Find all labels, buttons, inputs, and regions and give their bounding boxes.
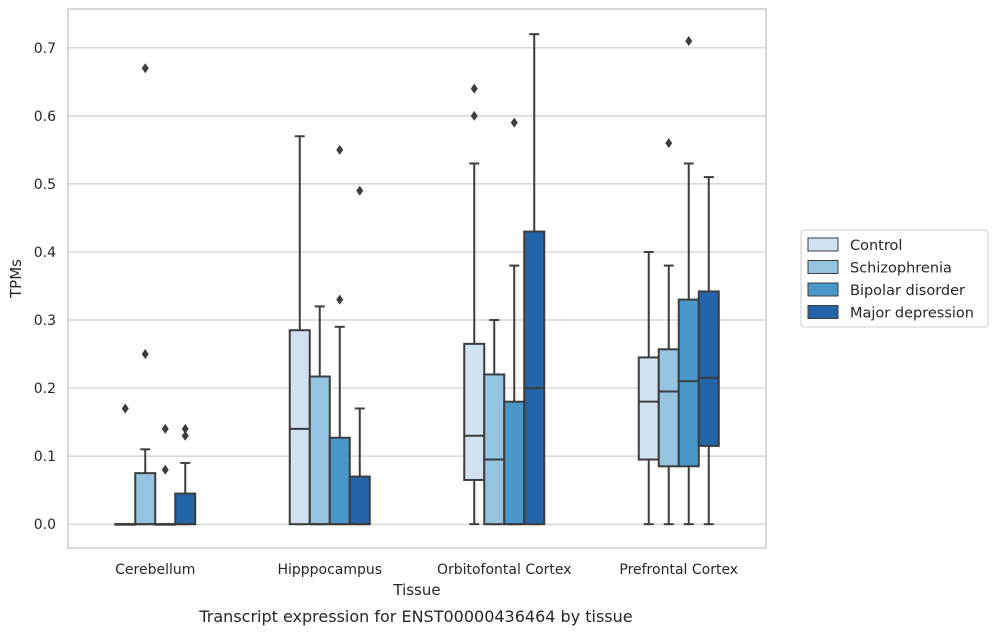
x-tick-label: Cerebellum: [115, 562, 195, 578]
series-schizophrenia: [134, 63, 680, 526]
box-iqr: [697, 290, 720, 447]
box-element: [288, 135, 311, 526]
box-iqr: [134, 472, 157, 526]
outlier-point: [336, 294, 344, 305]
box-iqr: [288, 329, 311, 526]
y-tick-label: 0.1: [34, 449, 56, 465]
box-iqr: [523, 230, 546, 526]
y-tick-label: 0.0: [34, 517, 56, 533]
box-element: [114, 403, 137, 526]
legend-swatch: [807, 237, 839, 252]
x-tick-label: Prefrontal Cortex: [619, 562, 738, 578]
box-element: [348, 185, 371, 526]
outlier-point: [685, 35, 693, 46]
y-axis-label: TPMs: [7, 259, 25, 299]
box-element: [154, 423, 177, 526]
y-tick-labels: 0.0 0.1 0.2 0.3 0.4 0.5 0.6 0.7: [34, 41, 56, 533]
box-element: [483, 319, 506, 526]
x-tick-labels: Cerebellum Hipppocampus Orbitofontal Corte…: [115, 562, 738, 578]
box-element: [134, 63, 157, 526]
box-element: [308, 305, 331, 526]
box-series-group: [114, 33, 720, 526]
box-element: [523, 33, 546, 526]
y-tick-label: 0.5: [34, 177, 56, 193]
chart-caption: Transcript expression for ENST0000043646…: [198, 607, 632, 626]
y-tick-label: 0.6: [34, 109, 56, 125]
box-iqr: [328, 436, 351, 526]
outlier-point: [510, 117, 518, 128]
box-element: [174, 423, 197, 526]
outlier-point: [470, 110, 478, 121]
box-iqr: [174, 492, 197, 526]
series-control: [114, 135, 660, 526]
legend-frame: [800, 229, 989, 328]
box-iqr: [637, 356, 660, 461]
y-tick-label: 0.3: [34, 313, 56, 329]
box-element: [463, 162, 486, 526]
outlier-point: [181, 423, 189, 434]
box-element: [637, 250, 660, 526]
legend-swatch: [807, 305, 839, 319]
outlier-point: [470, 83, 478, 94]
grid-lines: [68, 47, 766, 525]
box-element: [697, 176, 720, 526]
box-element: [657, 138, 680, 526]
x-tick-label: Orbitofontal Cortex: [437, 562, 572, 578]
outlier-point: [141, 349, 149, 360]
legend-label: Control: [850, 238, 902, 254]
box-element: [328, 144, 351, 526]
box-iqr: [308, 375, 331, 526]
plot-frame: [67, 8, 767, 549]
outlier-point: [356, 185, 364, 196]
outlier-point: [181, 430, 189, 441]
x-tick-label: Hipppocampus: [277, 562, 382, 578]
box-element: [503, 117, 526, 526]
box-iqr: [483, 373, 506, 526]
box-iqr: [677, 298, 700, 468]
outlier-point: [121, 403, 129, 414]
box-element: [677, 35, 700, 526]
box-iqr: [463, 342, 486, 481]
box-iqr: [348, 475, 371, 526]
legend-label: Schizophrenia: [850, 261, 952, 277]
outlier-point: [665, 138, 673, 149]
box-iqr: [657, 348, 680, 468]
legend: Control Schizophrenia Bipolar disorder Majo…: [800, 229, 989, 328]
outlier-point: [161, 423, 169, 434]
legend-label: Major depression: [850, 306, 974, 322]
outlier-point: [141, 63, 149, 74]
y-tick-label: 0.7: [34, 41, 56, 57]
outlier-point: [161, 464, 169, 475]
x-axis-label: Tissue: [392, 581, 440, 599]
box-iqr: [503, 400, 526, 526]
legend-swatch: [807, 260, 839, 274]
y-tick-label: 0.2: [34, 381, 56, 397]
series-major-depression: [174, 33, 720, 526]
legend-label: Bipolar disorder: [850, 283, 965, 299]
series-bipolar-disorder: [154, 35, 700, 526]
y-tick-label: 0.4: [34, 245, 56, 261]
legend-swatch: [807, 282, 839, 297]
outlier-point: [336, 144, 344, 155]
